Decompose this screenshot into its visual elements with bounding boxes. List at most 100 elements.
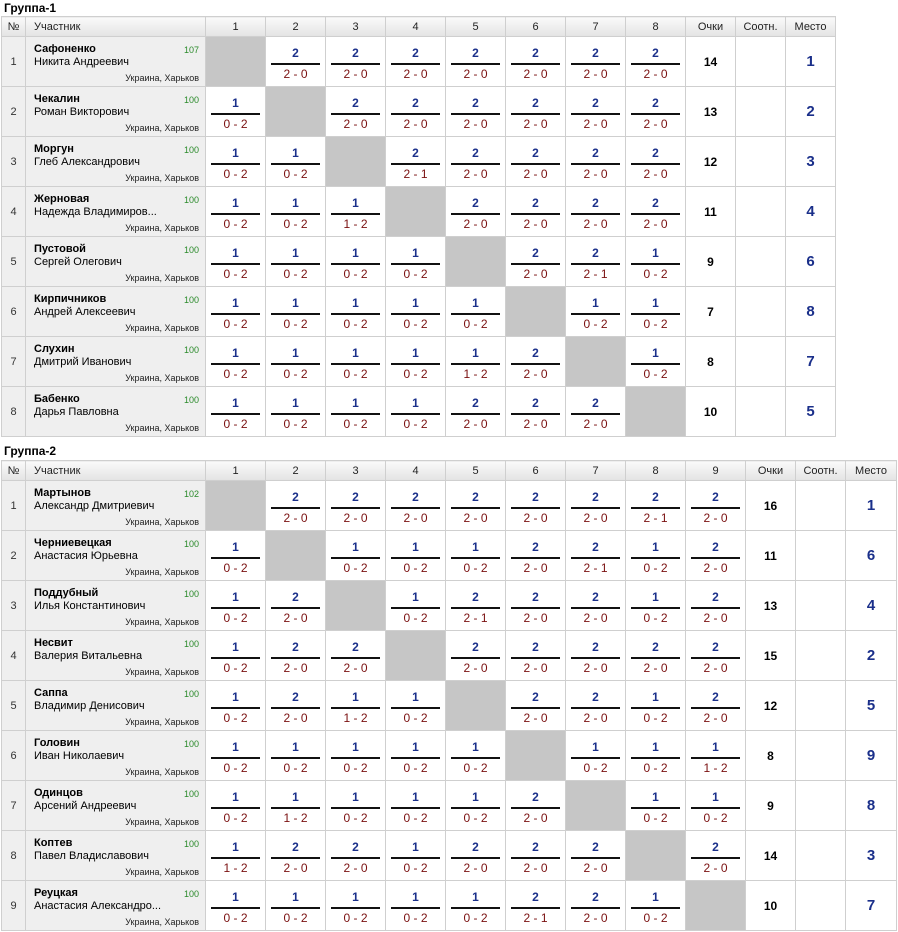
match-result-cell[interactable]: 2 2 - 1	[625, 480, 686, 531]
match-result-cell[interactable]: 1 0 - 2	[265, 730, 326, 781]
match-result-cell[interactable]: 2 2 - 0	[565, 680, 626, 731]
match-result-cell[interactable]: 1 0 - 2	[205, 880, 266, 931]
match-result-cell[interactable]: 2 2 - 0	[385, 86, 446, 137]
match-result-cell[interactable]: 1 0 - 2	[265, 880, 326, 931]
player-surname[interactable]: Бабенко	[34, 393, 80, 405]
match-result-cell[interactable]: 2 2 - 0	[505, 136, 566, 187]
match-result-cell[interactable]: 2 2 - 0	[685, 830, 746, 881]
player-surname[interactable]: Головин	[34, 737, 80, 749]
column-header-opponent-7[interactable]: 7	[565, 16, 626, 37]
player-surname[interactable]: Кирпичников	[34, 293, 107, 305]
column-header-opponent-1[interactable]: 1	[205, 16, 266, 37]
match-result-cell[interactable]: 1 0 - 2	[445, 880, 506, 931]
column-header-player[interactable]: Участник	[25, 16, 206, 37]
player-cell[interactable]: Одинцов Арсений Андреевич 100 Украина, Харь…	[25, 780, 206, 831]
match-result-cell[interactable]: 1 0 - 2	[385, 530, 446, 581]
match-result-cell[interactable]: 1 0 - 2	[565, 286, 626, 337]
match-result-cell[interactable]: 1 0 - 2	[565, 730, 626, 781]
player-surname[interactable]: Реуцкая	[34, 887, 78, 899]
match-result-cell[interactable]: 1 1 - 2	[325, 186, 386, 237]
match-result-cell[interactable]: 2 2 - 0	[505, 580, 566, 631]
match-result-cell[interactable]: 1 0 - 2	[325, 730, 386, 781]
match-result-cell[interactable]: 1 0 - 2	[325, 336, 386, 387]
match-result-cell[interactable]: 2 2 - 0	[565, 630, 626, 681]
column-header-opponent-8[interactable]: 8	[625, 16, 686, 37]
match-result-cell[interactable]: 1 0 - 2	[685, 780, 746, 831]
match-result-cell[interactable]: 2 2 - 0	[565, 186, 626, 237]
match-result-cell[interactable]: 1 0 - 2	[205, 386, 266, 437]
match-result-cell[interactable]: 2 2 - 0	[625, 86, 686, 137]
match-result-cell[interactable]: 2 2 - 0	[505, 336, 566, 387]
match-result-cell[interactable]: 2 2 - 0	[445, 830, 506, 881]
match-result-cell[interactable]: 2 2 - 1	[505, 880, 566, 931]
match-result-cell[interactable]: 1 0 - 2	[205, 680, 266, 731]
match-result-cell[interactable]: 1 0 - 2	[625, 530, 686, 581]
column-header-opponent-5[interactable]: 5	[445, 16, 506, 37]
player-cell[interactable]: Слухин Дмитрий Иванович 100 Украина, Харько…	[25, 336, 206, 387]
match-result-cell[interactable]: 2 2 - 0	[325, 480, 386, 531]
match-result-cell[interactable]: 1 0 - 2	[385, 286, 446, 337]
player-surname[interactable]: Поддубный	[34, 587, 99, 599]
player-surname[interactable]: Одинцов	[34, 787, 83, 799]
match-result-cell[interactable]: 1 0 - 2	[385, 236, 446, 287]
match-result-cell[interactable]: 1 0 - 2	[205, 580, 266, 631]
match-result-cell[interactable]: 1 0 - 2	[385, 386, 446, 437]
match-result-cell[interactable]: 1 1 - 2	[265, 780, 326, 831]
match-result-cell[interactable]: 1 0 - 2	[205, 630, 266, 681]
player-cell[interactable]: Бабенко Дарья Павловна 100 Украина, Харьков	[25, 386, 206, 437]
player-surname[interactable]: Пустовой	[34, 243, 86, 255]
column-header-points[interactable]: Очки	[685, 16, 736, 37]
match-result-cell[interactable]: 1 0 - 2	[445, 730, 506, 781]
match-result-cell[interactable]: 2 2 - 1	[565, 530, 626, 581]
match-result-cell[interactable]: 1 0 - 2	[385, 336, 446, 387]
match-result-cell[interactable]: 1 0 - 2	[385, 580, 446, 631]
match-result-cell[interactable]: 2 2 - 0	[505, 386, 566, 437]
match-result-cell[interactable]: 2 2 - 0	[265, 680, 326, 731]
match-result-cell[interactable]: 2 2 - 0	[265, 480, 326, 531]
match-result-cell[interactable]: 2 2 - 0	[685, 630, 746, 681]
player-cell[interactable]: Поддубный Илья Константинович 100 Украина, …	[25, 580, 206, 631]
column-header-opponent-4[interactable]: 4	[385, 16, 446, 37]
match-result-cell[interactable]: 1 0 - 2	[445, 530, 506, 581]
match-result-cell[interactable]: 2 2 - 0	[445, 136, 506, 187]
column-header-opponent-4[interactable]: 4	[385, 460, 446, 481]
match-result-cell[interactable]: 2 2 - 0	[265, 630, 326, 681]
match-result-cell[interactable]: 1 0 - 2	[205, 730, 266, 781]
player-cell[interactable]: Саппа Владимир Денисович 100 Украина, Харьк…	[25, 680, 206, 731]
match-result-cell[interactable]: 2 2 - 0	[265, 830, 326, 881]
match-result-cell[interactable]: 1 0 - 2	[385, 880, 446, 931]
match-result-cell[interactable]: 1 1 - 2	[205, 830, 266, 881]
match-result-cell[interactable]: 2 2 - 0	[505, 530, 566, 581]
match-result-cell[interactable]: 1 1 - 2	[685, 730, 746, 781]
match-result-cell[interactable]: 2 2 - 0	[445, 630, 506, 681]
column-header-opponent-1[interactable]: 1	[205, 460, 266, 481]
match-result-cell[interactable]: 2 2 - 1	[385, 136, 446, 187]
player-cell[interactable]: Реуцкая Анастасия Александро... 100 Украина…	[25, 880, 206, 931]
match-result-cell[interactable]: 2 2 - 0	[565, 386, 626, 437]
match-result-cell[interactable]: 2 2 - 0	[505, 186, 566, 237]
player-surname[interactable]: Коптев	[34, 837, 73, 849]
match-result-cell[interactable]: 1 0 - 2	[385, 680, 446, 731]
match-result-cell[interactable]: 2 2 - 0	[385, 36, 446, 87]
match-result-cell[interactable]: 2 2 - 0	[505, 680, 566, 731]
match-result-cell[interactable]: 1 0 - 2	[625, 730, 686, 781]
match-result-cell[interactable]: 2 2 - 0	[445, 480, 506, 531]
player-surname[interactable]: Черниевецкая	[34, 537, 112, 549]
match-result-cell[interactable]: 1 0 - 2	[385, 830, 446, 881]
match-result-cell[interactable]: 2 2 - 0	[565, 830, 626, 881]
match-result-cell[interactable]: 1 0 - 2	[325, 286, 386, 337]
match-result-cell[interactable]: 2 2 - 0	[505, 236, 566, 287]
column-header-opponent-2[interactable]: 2	[265, 16, 326, 37]
match-result-cell[interactable]: 1 0 - 2	[625, 580, 686, 631]
player-cell[interactable]: Пустовой Сергей Олегович 100 Украина, Харьк…	[25, 236, 206, 287]
match-result-cell[interactable]: 1 0 - 2	[205, 236, 266, 287]
match-result-cell[interactable]: 2 2 - 0	[565, 86, 626, 137]
match-result-cell[interactable]: 2 2 - 0	[505, 480, 566, 531]
player-surname[interactable]: Моргун	[34, 143, 74, 155]
match-result-cell[interactable]: 2 2 - 1	[565, 236, 626, 287]
match-result-cell[interactable]: 2 2 - 0	[325, 36, 386, 87]
player-cell[interactable]: Головин Иван Николаевич 100 Украина, Харько…	[25, 730, 206, 781]
match-result-cell[interactable]: 2 2 - 0	[685, 680, 746, 731]
column-header-ratio[interactable]: Соотн.	[795, 460, 846, 481]
match-result-cell[interactable]: 2 2 - 0	[265, 36, 326, 87]
